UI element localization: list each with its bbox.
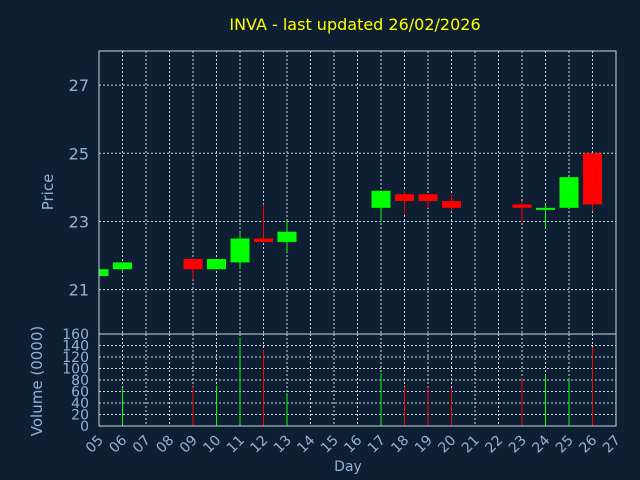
candle-body [254,238,273,242]
candlestick [395,190,414,215]
volume-y-tick-label: 140 [62,339,89,355]
candlestick [113,262,132,273]
volume-bar-series [122,338,593,426]
x-tick-label: 15 [318,433,342,457]
x-tick-label: 17 [365,433,389,457]
candle-body [371,190,391,208]
x-tick-label: 06 [106,432,130,456]
candle-body [99,269,109,277]
x-tick-label: 13 [271,433,295,457]
price-y-tick-labels: 21 23 25 27 [69,76,89,300]
candlestick [418,194,438,208]
candle-body [277,231,297,242]
volume-y-tick-label: 80 [71,373,89,389]
price-y-tick-label: 21 [69,281,89,300]
candlestick [183,258,203,280]
candlestick [442,194,461,212]
x-tick-label: 12 [247,433,271,457]
x-tick-label: 24 [529,432,553,456]
candle-body [418,194,438,202]
candle-body [183,258,203,270]
candlestick [207,258,226,270]
volume-axis-label: Volume (0000) [28,326,46,436]
price-panel: 21 23 25 27 Price [39,50,617,335]
x-tick-label: 26 [576,432,600,456]
x-tick-label: 21 [459,433,483,457]
candle-body [230,238,250,263]
x-tick-label: 14 [294,432,318,456]
x-axis-label: Day [334,459,362,475]
volume-y-tick-label: 100 [62,362,89,378]
volume-plot-frame [98,333,617,427]
candle-body [113,262,132,270]
candle-body [512,204,532,208]
candle-body [207,258,226,270]
x-tick-label: 10 [200,433,224,457]
x-tick-label: 27 [600,433,624,457]
candle-body [536,207,555,210]
volume-gridlines [99,333,616,427]
x-tick-label: 11 [224,433,248,457]
price-gridlines [99,51,616,334]
x-tick-label: 19 [412,433,436,457]
candle-body [559,177,579,208]
candle-body [442,201,461,208]
candlestick [536,204,555,229]
candlestick [254,204,273,242]
price-y-tick-label: 23 [69,212,89,231]
candlestick [371,190,391,222]
volume-y-tick-label: 20 [71,408,89,424]
volume-y-tick-label: 0 [80,419,89,435]
x-tick-label: 16 [341,432,365,456]
x-tick-label: 20 [435,433,459,457]
chart-title: INVA - last updated 26/02/2026 [229,15,480,34]
candlestick [98,269,109,277]
x-tick-label: 22 [482,433,506,457]
candlestick [230,231,250,270]
volume-y-tick-label: 40 [71,396,89,412]
candlestick [559,177,579,208]
x-tick-label: 05 [83,433,107,457]
x-tick-label: 08 [153,433,177,457]
price-y-tick-label: 25 [69,144,89,163]
volume-y-tick-label: 160 [62,327,89,343]
x-tick-label: 07 [130,433,154,457]
candlestick [277,221,297,253]
x-tick-label: 25 [553,433,577,457]
x-tick-label: 09 [177,433,201,457]
x-tick-labels: 05 06 07 08 09 10 11 12 13 14 15 16 17 18 19 20 21 22 23 24… [83,432,624,456]
candlestick-series [98,153,602,280]
candle-body [395,194,414,202]
price-y-tick-label: 27 [69,76,89,95]
x-tick-label: 18 [388,433,412,457]
volume-y-tick-label: 120 [62,350,89,366]
candlestick [512,201,532,222]
candlestick [583,153,602,212]
volume-y-tick-label: 60 [71,385,89,401]
price-axis-label: Price [39,174,57,211]
candle-body [583,153,602,205]
x-tick-label: 23 [506,433,530,457]
